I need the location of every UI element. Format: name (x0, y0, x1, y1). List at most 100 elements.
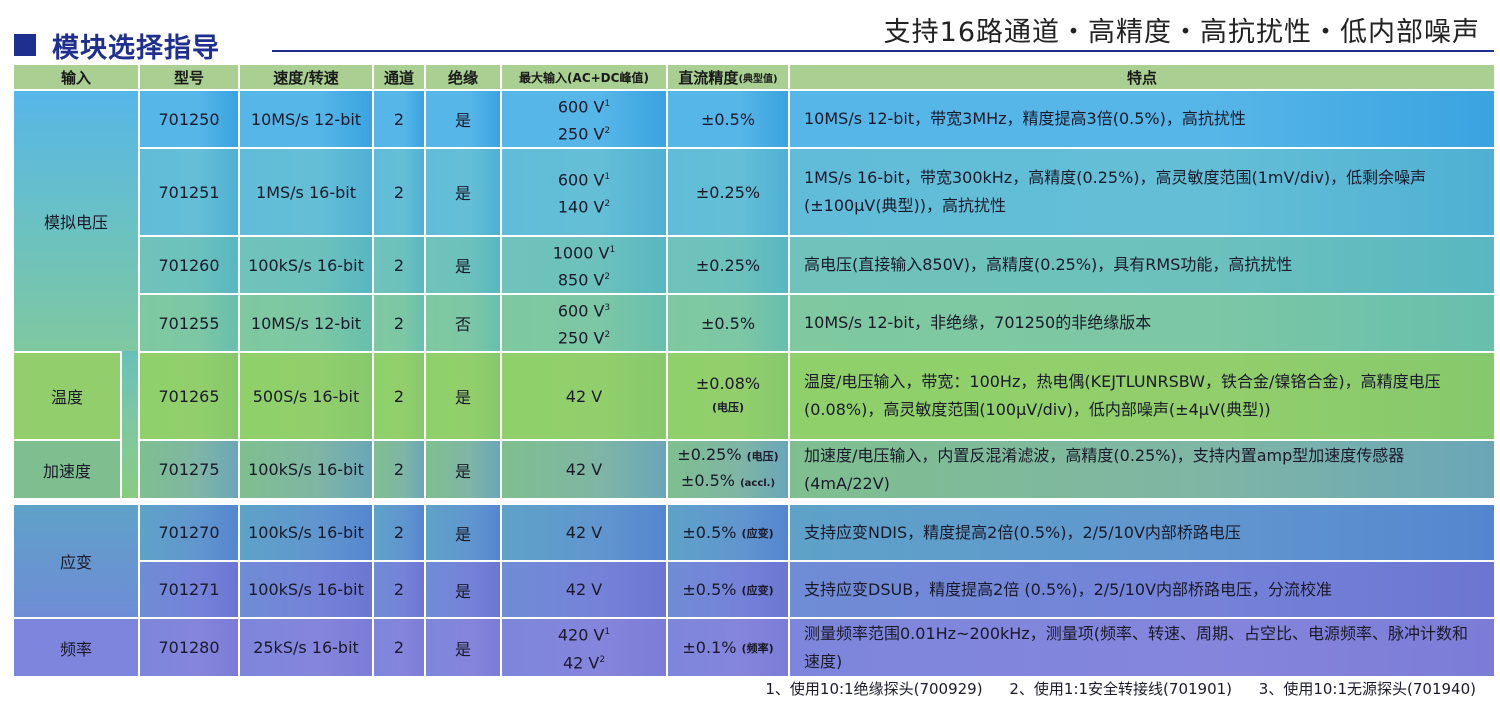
isolation-cell: 是 (426, 562, 500, 617)
channel-cell: 2 (374, 149, 424, 235)
col-header-input: 输入 (14, 65, 138, 89)
model-cell: 701251 (140, 149, 238, 235)
accuracy-value: ±0.1% (682, 638, 737, 657)
accuracy-cell: ±0.5% (668, 295, 788, 351)
col-header-model: 型号 (140, 65, 238, 89)
accuracy-value: ±0.5% (682, 523, 737, 542)
model-cell: 701271 (140, 562, 238, 617)
features-cell: 支持应变DSUB，精度提高2倍 (0.5%)，2/5/10V内部桥路电压，分流校… (790, 562, 1494, 617)
isolation-cell: 是 (426, 441, 500, 498)
input-temp-label: 温度 (50, 388, 83, 407)
col-header-speed: 速度/转速 (240, 65, 372, 89)
isolation-cell: 是 (426, 237, 500, 293)
speed-cell: 25kS/s 16-bit (240, 619, 372, 676)
max-input-line2: 850 V2 (557, 270, 611, 290)
max-input-line2: 140 V2 (557, 197, 611, 217)
model-cell: 701275 (140, 441, 238, 498)
isolation-cell: 是 (426, 505, 500, 560)
max-input-cell: 42 V (502, 505, 666, 560)
isolation-cell: 否 (426, 295, 500, 351)
max-input-line1: 600 V1 (557, 97, 611, 116)
accuracy-cell: ±0.5% (应变) (668, 562, 788, 617)
features-cell: 加速度/电压输入，内置反混淆滤波，高精度(0.25%)，支持内置amp型加速度传… (790, 441, 1494, 498)
channel-cell: 2 (374, 353, 424, 439)
analog-connector (122, 351, 138, 498)
col-header-dc-accuracy: 直流精度 (典型值) (668, 65, 788, 89)
max-input-cell: 600 V3 250 V2 (502, 295, 666, 351)
input-frequency: 频率 (14, 619, 138, 676)
accuracy-value: ±0.5% (682, 580, 737, 599)
max-input-line2: 42 V2 (562, 652, 606, 672)
input-temperature: 温度 (14, 353, 120, 439)
accuracy-note: (频率) (741, 641, 774, 655)
accuracy-note: (应变) (741, 583, 774, 597)
slogan: 支持16路通道・高精度・高抗扰性・低内部噪声 (883, 17, 1480, 48)
input-analog-label: 模拟电压 (43, 213, 108, 232)
max-input-line1: 600 V1 (557, 170, 611, 189)
speed-cell: 100kS/s 16-bit (240, 505, 372, 560)
header-square (14, 34, 36, 56)
input-freq-label: 频率 (59, 639, 92, 659)
features-cell: 1MS/s 16-bit，带宽300kHz，高精度(0.25%)，高灵敏度范围(… (790, 149, 1494, 235)
input-accel-label: 加速度 (42, 461, 91, 481)
accuracy-cell: ±0.5% (应变) (668, 505, 788, 560)
col-header-max-input: 最大输入(AC+DC峰值) (502, 65, 666, 89)
channel-cell: 2 (374, 91, 424, 147)
accuracy-cell: ±0.08% (电压) (668, 353, 788, 439)
features-cell: 10MS/s 12-bit，带宽3MHz，精度提高3倍(0.5%)，高抗扰性 (790, 91, 1494, 147)
accuracy-cell: ±0.25% (电压) ±0.5% (accl.) (668, 441, 788, 498)
isolation-cell: 是 (426, 91, 500, 147)
footnotes: 1、使用10:1绝缘探头(700929) 2、使用1:1安全转接线(701901… (743, 678, 1476, 699)
isolation-cell: 是 (426, 619, 500, 676)
max-input-line1: 1000 V1 (552, 243, 616, 262)
model-cell: 701265 (140, 353, 238, 439)
typical-note: (典型值) (738, 73, 778, 85)
channel-cell: 2 (374, 295, 424, 351)
max-input-line1: 420 V1 (557, 625, 611, 645)
features-cell: 测量频率范围0.01Hz~200kHz，测量项(频率、转速、周期、占空比、电源频… (790, 619, 1494, 676)
model-cell: 701280 (140, 619, 238, 676)
model-cell: 701270 (140, 505, 238, 560)
accuracy-cell: ±0.1% (频率) (668, 619, 788, 676)
speed-cell: 10MS/s 12-bit (240, 91, 372, 147)
accuracy-note: (电压) (711, 401, 745, 414)
channel-cell: 2 (374, 619, 424, 676)
max-input-cell: 42 V (502, 562, 666, 617)
max-input-cell: 600 V1 140 V2 (502, 149, 666, 235)
header-rule (272, 50, 1494, 52)
max-input-cell: 42 V (502, 441, 666, 498)
model-cell: 701250 (140, 91, 238, 147)
max-input-cell: 42 V (502, 353, 666, 439)
channel-cell: 2 (374, 562, 424, 617)
speed-cell: 100kS/s 16-bit (240, 441, 372, 498)
max-input-line2: 250 V2 (557, 124, 611, 144)
features-cell: 温度/电压输入，带宽：100Hz，热电偶(KEJTLUNRSBW，铁合金/镍铬合… (790, 353, 1494, 439)
input-strain: 应变 (14, 505, 138, 617)
max-input-cell: 600 V1 250 V2 (502, 91, 666, 147)
model-cell: 701260 (140, 237, 238, 293)
col-header-channel: 通道 (374, 65, 424, 89)
page-title: 模块选择指导 (52, 33, 220, 64)
features-cell: 高电压(直接输入850V)，高精度(0.25%)，具有RMS功能，高抗扰性 (790, 237, 1494, 293)
max-input-line1: 600 V3 (557, 301, 611, 320)
max-input-cell: 1000 V1 850 V2 (502, 237, 666, 293)
accuracy-cell: ±0.25% (668, 237, 788, 293)
speed-cell: 100kS/s 16-bit (240, 237, 372, 293)
module-table: 输入 型号 速度/转速 通道 绝缘 最大输入(AC+DC峰值) 直流精度 (典型值… (12, 64, 1494, 676)
model-cell: 701255 (140, 295, 238, 351)
dc-accuracy-label: 直流精度 (678, 68, 739, 87)
max-input-line2: 250 V2 (557, 328, 611, 348)
accuracy-line2: ±0.5% (accl.) (680, 471, 776, 490)
isolation-cell: 是 (426, 149, 500, 235)
channel-cell: 2 (374, 441, 424, 498)
max-input-cell: 420 V1 42 V2 (502, 619, 666, 676)
speed-cell: 10MS/s 12-bit (240, 295, 372, 351)
input-analog-voltage: 模拟电压 (14, 91, 138, 351)
speed-cell: 100kS/s 16-bit (240, 562, 372, 617)
accuracy-note: (应变) (741, 526, 774, 540)
input-strain-label: 应变 (59, 553, 92, 572)
accuracy-cell: ±0.5% (668, 91, 788, 147)
col-header-features: 特点 (790, 65, 1494, 89)
accuracy-cell: ±0.25% (668, 149, 788, 235)
speed-cell: 1MS/s 16-bit (240, 149, 372, 235)
